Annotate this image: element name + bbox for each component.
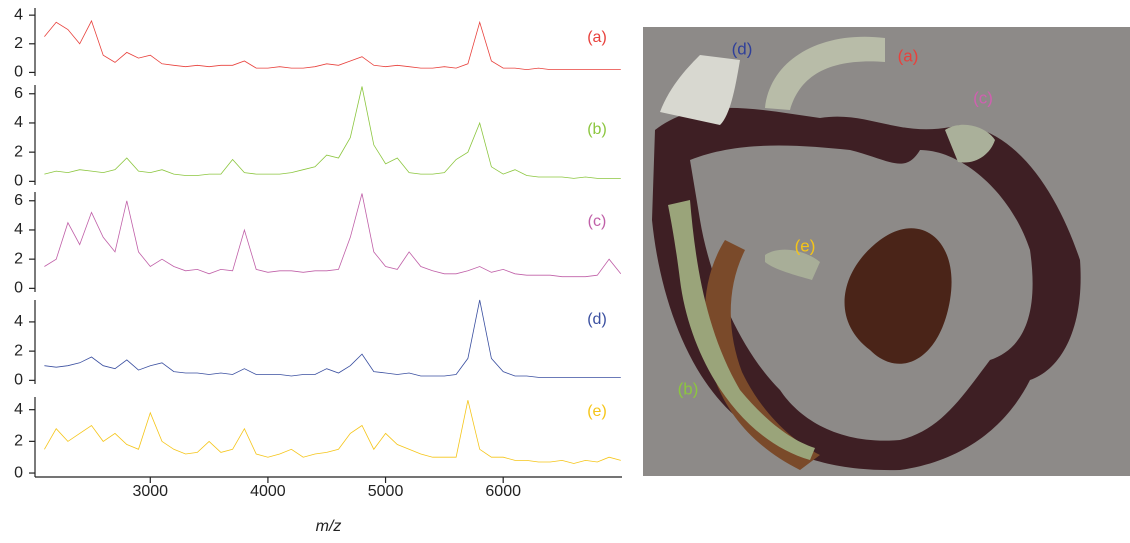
y-tick-label: 2 [14, 35, 23, 52]
region-e [765, 249, 820, 280]
y-tick-label: 6 [14, 192, 23, 209]
y-tick-label: 4 [14, 221, 23, 238]
x-tick-label: 6000 [485, 483, 521, 500]
y-tick-label: 0 [14, 464, 23, 481]
y-tick-label: 4 [14, 401, 23, 418]
image-label: (b) [678, 379, 699, 398]
region-b [668, 200, 815, 460]
x-tick-label: 5000 [368, 483, 404, 500]
y-tick-label: 2 [14, 143, 23, 160]
y-tick-label: 4 [14, 6, 23, 23]
region-d [660, 55, 740, 125]
y-tick-label: 0 [14, 173, 23, 190]
image-label: (a) [898, 46, 919, 65]
panel-label: (b) [587, 121, 607, 138]
spectrum [44, 299, 621, 378]
y-tick-label: 0 [14, 280, 23, 297]
x-tick-label: 3000 [132, 483, 168, 500]
region-a [765, 36, 885, 110]
spectrum [44, 19, 621, 71]
y-tick-label: 4 [14, 114, 23, 131]
y-tick-label: 4 [14, 313, 23, 330]
spectrum [44, 193, 622, 278]
image-label: (c) [973, 88, 993, 107]
panel-label: (a) [587, 29, 607, 46]
spectrum [44, 86, 621, 179]
panel-label: (d) [587, 311, 607, 328]
spectrum [44, 400, 621, 464]
image-label: (e) [795, 236, 816, 255]
x-tick-label: 4000 [250, 483, 286, 500]
y-tick-label: 0 [14, 64, 23, 81]
panel-label: (c) [588, 213, 607, 230]
y-tick-label: 2 [14, 433, 23, 450]
y-tick-label: 2 [14, 250, 23, 267]
panel-label: (e) [587, 403, 607, 420]
tissue-inner [844, 228, 952, 364]
tissue-image: (a) (b) (c) (d) (e) [643, 27, 1130, 476]
y-tick-label: 0 [14, 372, 23, 389]
image-label: (d) [732, 39, 753, 58]
region-c [945, 124, 995, 163]
y-tick-label: 6 [14, 85, 23, 102]
y-tick-label: 2 [14, 342, 23, 359]
x-axis-label: m/z [316, 518, 342, 535]
tissue-brown-band [704, 240, 820, 470]
